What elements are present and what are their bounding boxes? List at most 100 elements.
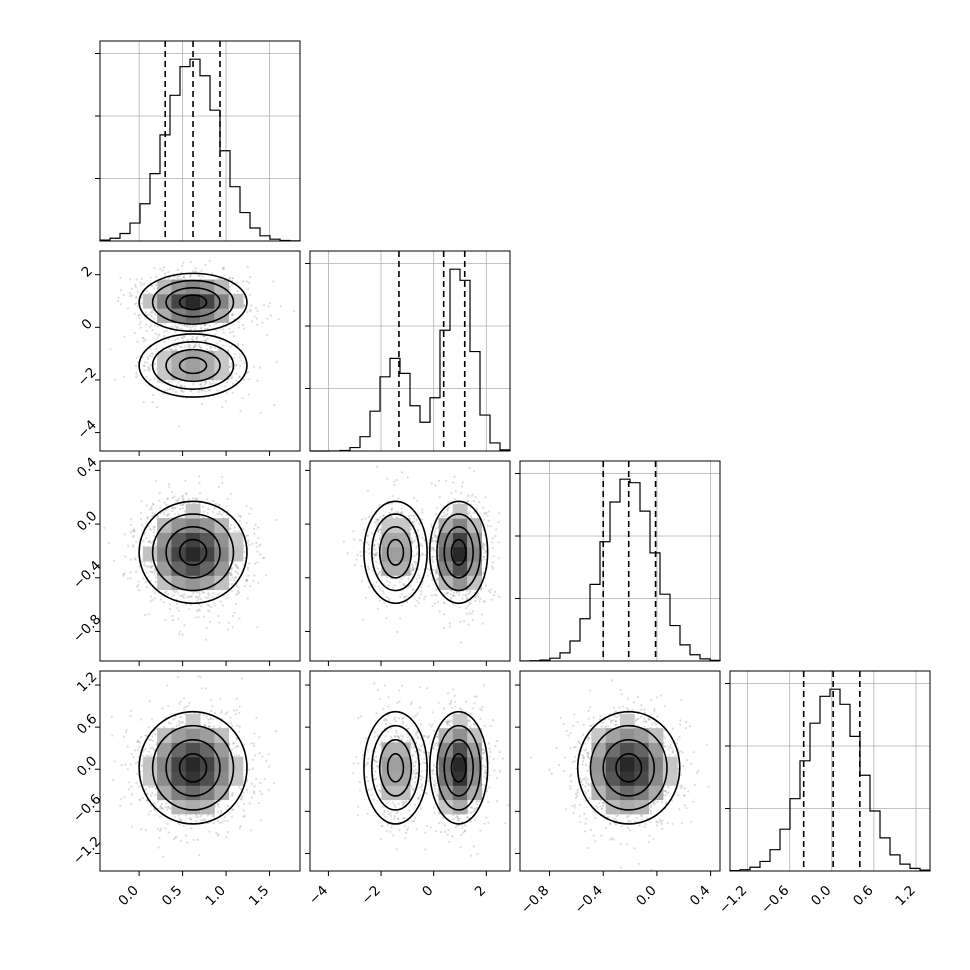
scatter-point bbox=[208, 721, 211, 724]
scatter-point bbox=[208, 324, 211, 327]
scatter-point bbox=[181, 328, 184, 331]
scatter-point bbox=[192, 345, 196, 349]
scatter-point bbox=[159, 506, 162, 509]
scatter-point bbox=[494, 534, 497, 538]
scatter-point bbox=[243, 550, 246, 554]
scatter-point bbox=[421, 536, 424, 539]
scatter-point bbox=[368, 515, 371, 518]
scatter-point bbox=[235, 565, 238, 568]
scatter-point bbox=[129, 531, 132, 534]
scatter-point bbox=[146, 517, 149, 520]
scatter-point bbox=[423, 598, 426, 601]
scatter-point bbox=[189, 261, 193, 264]
scatter-point bbox=[183, 707, 186, 711]
scatter-point bbox=[139, 320, 142, 323]
scatter-point bbox=[132, 535, 135, 539]
scatter-point bbox=[133, 312, 137, 315]
scatter-point bbox=[230, 573, 233, 576]
scatter-point bbox=[247, 393, 250, 396]
scatter-point bbox=[124, 763, 127, 766]
scatter-point bbox=[193, 346, 196, 349]
scatter-point bbox=[255, 317, 259, 320]
scatter-point bbox=[182, 824, 185, 828]
scatter-point bbox=[479, 597, 482, 601]
scatter-point bbox=[377, 518, 380, 522]
scatter-point bbox=[204, 263, 207, 266]
scatter-point bbox=[388, 511, 392, 515]
scatter-point bbox=[459, 491, 463, 495]
scatter-point bbox=[238, 786, 241, 789]
scatter-point bbox=[123, 335, 126, 338]
scatter-point bbox=[200, 389, 204, 392]
scatter-point bbox=[435, 594, 438, 597]
scatter-point bbox=[145, 585, 148, 589]
scatter-point bbox=[172, 589, 175, 592]
scatter-point bbox=[162, 330, 166, 334]
scatter-point bbox=[412, 564, 415, 567]
scatter-point bbox=[261, 321, 264, 324]
scatter-point bbox=[459, 620, 462, 624]
scatter-point bbox=[218, 621, 221, 624]
scatter-point bbox=[468, 612, 471, 615]
scatter-point bbox=[484, 512, 487, 515]
scatter-point bbox=[246, 310, 249, 314]
scatter-point bbox=[166, 498, 169, 501]
scatter-point bbox=[367, 586, 370, 589]
scatter-point bbox=[256, 309, 259, 312]
scatter-point bbox=[232, 330, 235, 333]
scatter-point bbox=[196, 610, 199, 613]
scatter-point bbox=[377, 529, 380, 532]
scatter-point bbox=[400, 471, 404, 474]
contour-ring bbox=[165, 525, 221, 579]
scatter-point bbox=[230, 590, 234, 593]
scatter-point bbox=[247, 539, 250, 542]
scatter-point bbox=[216, 803, 220, 806]
scatter-point bbox=[407, 515, 411, 518]
scatter-point bbox=[442, 613, 446, 616]
scatter-point bbox=[176, 499, 179, 502]
density-cell bbox=[185, 518, 201, 533]
scatter-point bbox=[247, 574, 250, 577]
scatter-point bbox=[208, 389, 211, 392]
scatter-point bbox=[225, 392, 229, 395]
scatter-point bbox=[226, 509, 229, 512]
scatter-point bbox=[242, 324, 245, 327]
scatter-point bbox=[149, 528, 153, 531]
scatter-point bbox=[237, 530, 240, 533]
scatter-point bbox=[434, 527, 437, 530]
scatter-point bbox=[246, 534, 250, 537]
scatter-point bbox=[204, 382, 207, 385]
panel-content bbox=[103, 461, 278, 641]
scatter-point bbox=[492, 594, 496, 597]
panel-frame bbox=[99, 40, 301, 242]
scatter-point bbox=[206, 596, 210, 600]
scatter-point bbox=[470, 612, 474, 615]
scatter-point bbox=[148, 367, 151, 370]
scatter-point bbox=[163, 266, 166, 269]
scatter-point bbox=[145, 504, 148, 507]
scatter-point bbox=[370, 531, 373, 535]
scatter-point bbox=[248, 512, 251, 515]
scatter-point bbox=[416, 599, 419, 603]
scatter-point bbox=[179, 503, 182, 506]
scatter-point bbox=[141, 336, 145, 340]
scatter-point bbox=[138, 317, 141, 320]
scatter-point bbox=[147, 291, 151, 294]
scatter-point bbox=[366, 541, 369, 544]
scatter-point bbox=[272, 280, 275, 283]
scatter-point bbox=[117, 296, 120, 299]
scatter-point bbox=[467, 601, 471, 604]
scatter-point bbox=[403, 596, 406, 599]
scatter-point bbox=[185, 324, 188, 327]
scatter-point bbox=[194, 270, 198, 273]
scatter-point bbox=[216, 342, 219, 345]
scatter-point bbox=[238, 617, 241, 620]
scatter-point bbox=[367, 543, 371, 547]
scatter-point bbox=[175, 590, 178, 593]
scatter-point bbox=[179, 819, 183, 822]
scatter-point bbox=[219, 697, 222, 700]
scatter-point bbox=[356, 553, 359, 557]
scatter-point bbox=[388, 597, 391, 600]
scatter-point bbox=[177, 609, 181, 612]
scatter-point bbox=[491, 567, 495, 570]
